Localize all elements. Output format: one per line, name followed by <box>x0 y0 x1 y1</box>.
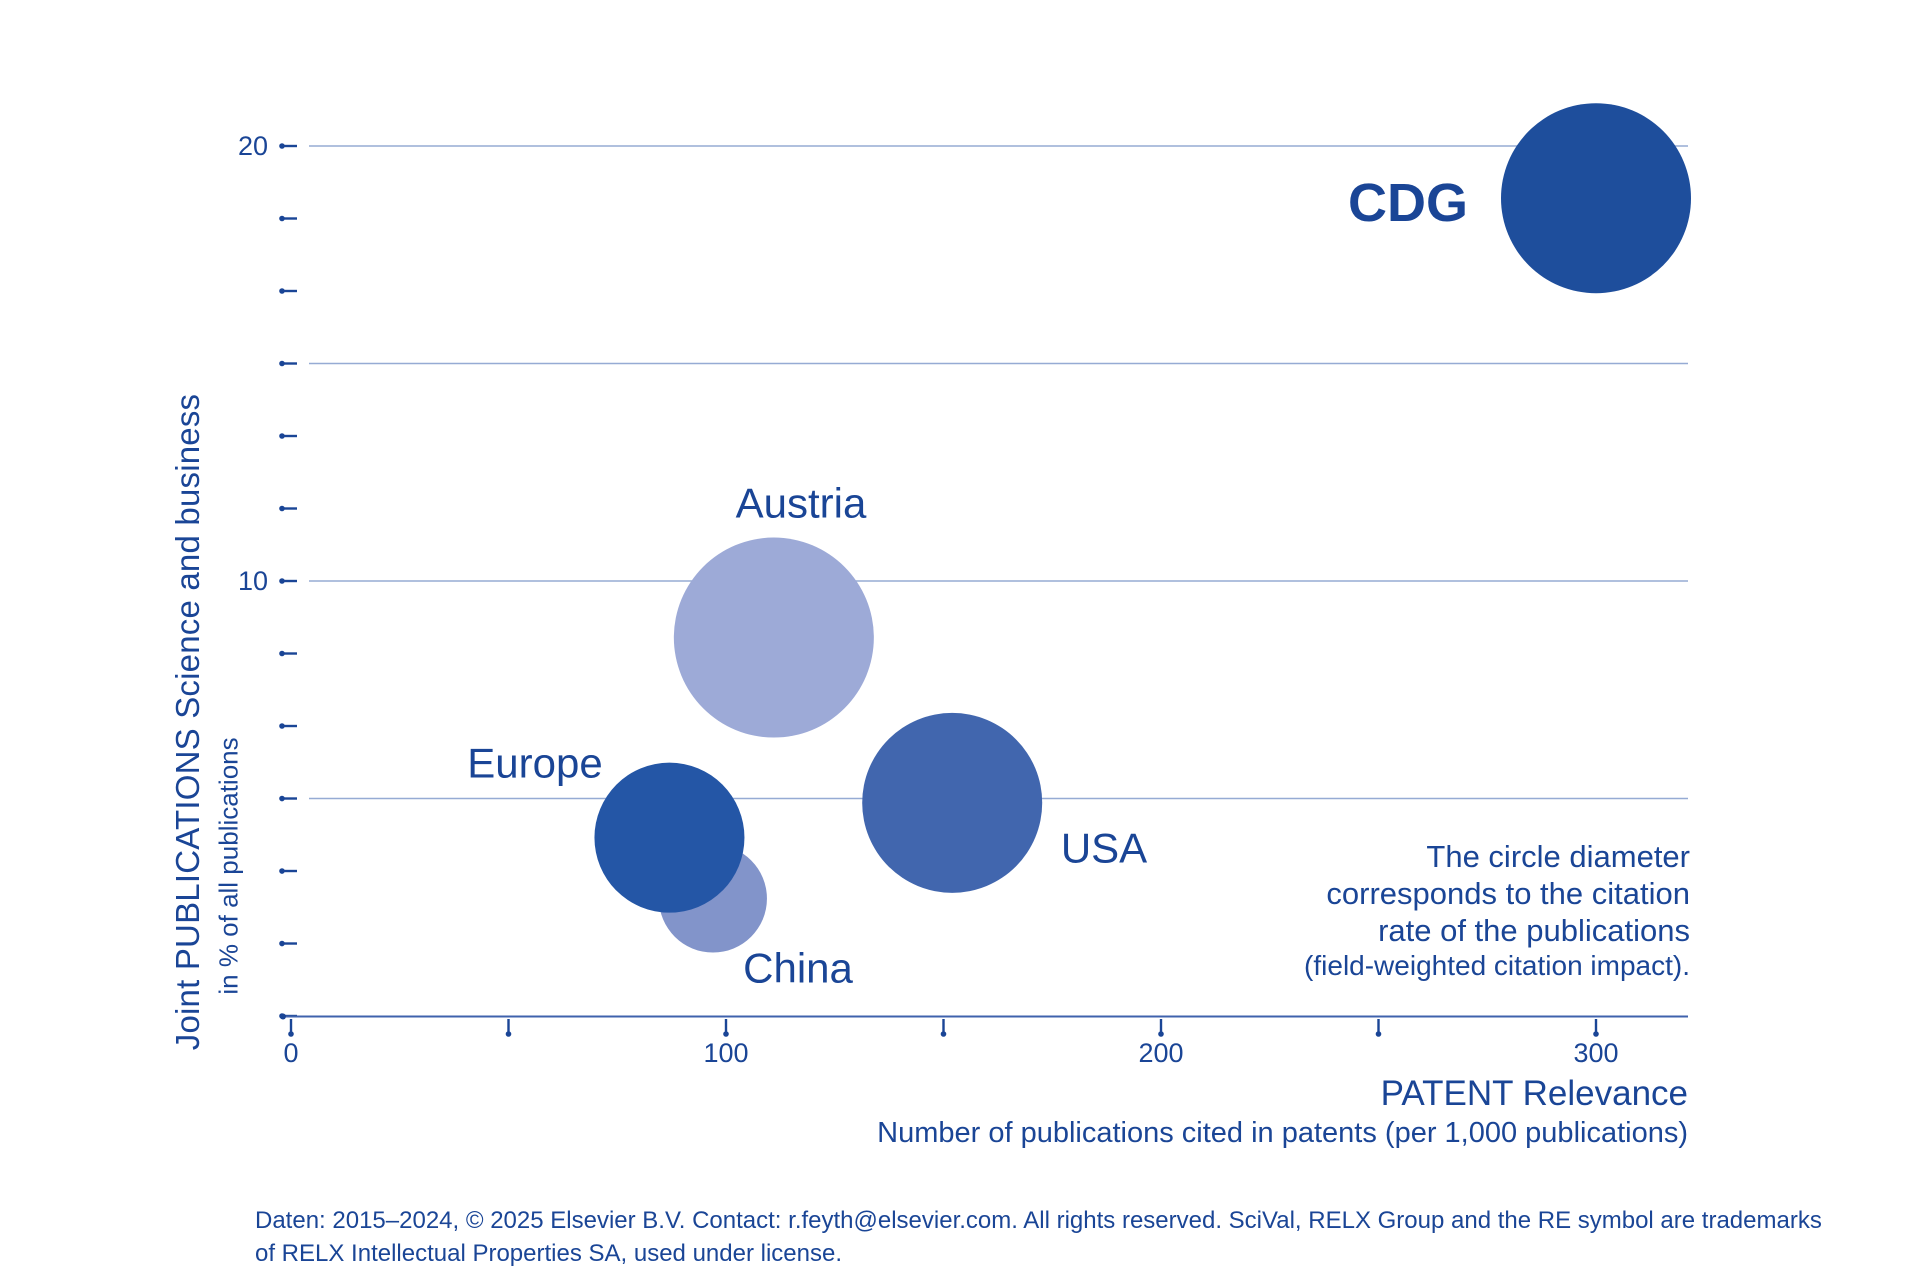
y-tick-dot <box>279 723 285 729</box>
y-tick-dot <box>279 795 285 802</box>
size-legend-line: corresponds to the citation <box>1326 876 1690 911</box>
y-tick-dot <box>279 940 285 947</box>
x-tick-dot <box>1158 1031 1164 1037</box>
y-tick-dot <box>279 868 285 874</box>
bubble-label-cdg: CDG <box>1348 173 1468 233</box>
x-axis-title-block: PATENT Relevance Number of publications … <box>877 1073 1688 1151</box>
y-tick-label: 10 <box>238 566 268 596</box>
bubble-label-usa: USA <box>1061 825 1147 872</box>
bubble-label-china: China <box>743 945 853 992</box>
x-tick-dot <box>1593 1031 1599 1037</box>
size-legend: The circle diameter corresponds to the c… <box>1304 838 1690 983</box>
bubble-austria <box>673 537 874 738</box>
bubble-label-austria: Austria <box>736 480 867 527</box>
x-tick-dot <box>1375 1031 1382 1037</box>
bubble-europe <box>594 762 745 913</box>
y-tick-dot <box>279 650 285 657</box>
x-tick-dot <box>505 1031 512 1037</box>
bubble-cdg <box>1501 103 1691 294</box>
bubble-usa <box>862 712 1043 893</box>
size-legend-line: (field-weighted citation impact). <box>1304 950 1690 981</box>
x-tick-dot <box>723 1031 729 1037</box>
y-tick-dot <box>279 215 285 222</box>
y-tick-dot <box>279 433 285 439</box>
size-legend-line: The circle diameter <box>1426 839 1690 874</box>
y-tick-dot <box>279 578 285 584</box>
x-tick-dot <box>288 1031 294 1037</box>
x-tick-label: 100 <box>703 1038 748 1068</box>
size-legend-line: rate of the publications <box>1378 913 1690 948</box>
x-tick-dot <box>940 1031 947 1037</box>
y-tick-dot <box>279 505 285 512</box>
x-tick-label: 200 <box>1138 1038 1183 1068</box>
x-axis-origin-dot <box>280 1013 286 1020</box>
bubble-label-europe: Europe <box>467 740 602 787</box>
y-tick-dot <box>279 143 285 149</box>
y-tick-label: 20 <box>238 131 268 161</box>
y-axis-subtitle: in % of all publications <box>213 737 244 995</box>
y-axis-title: Joint PUBLICATIONS Science and business <box>169 393 206 1051</box>
footer-copyright: Daten: 2015–2024, © 2025 Elsevier B.V. C… <box>255 1204 1822 1270</box>
x-axis-title: PATENT Relevance <box>1380 1074 1688 1113</box>
footer-line: Daten: 2015–2024, © 2025 Elsevier B.V. C… <box>255 1207 1822 1234</box>
y-tick-dot <box>279 360 285 367</box>
x-tick-label: 300 <box>1573 1038 1618 1068</box>
footer-line: of RELX Intellectual Properties SA, used… <box>255 1240 842 1267</box>
y-tick-dot <box>279 288 285 294</box>
x-axis-subtitle: Number of publications cited in patents … <box>877 1117 1688 1149</box>
x-tick-label: 0 <box>283 1038 298 1068</box>
